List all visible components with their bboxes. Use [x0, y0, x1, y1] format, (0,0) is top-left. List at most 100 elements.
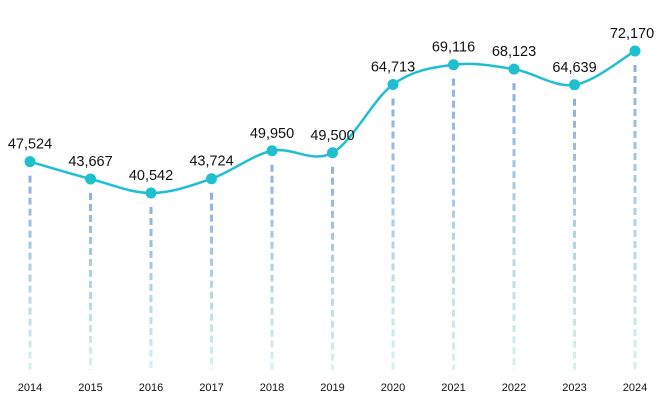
drop-line	[573, 98, 576, 370]
x-tick-label: 2024	[623, 382, 647, 394]
dash-gap	[209, 331, 214, 336]
dash-gap	[330, 316, 335, 321]
dash-gap	[330, 360, 335, 365]
dash-gap	[633, 138, 637, 142]
dash-gap	[451, 96, 456, 101]
dash-gap	[330, 294, 335, 299]
dash-gap	[633, 171, 637, 175]
dash-gap	[391, 325, 395, 330]
dash-gap	[572, 171, 577, 176]
dash-gap	[209, 210, 214, 215]
dash-gap	[28, 281, 32, 286]
dash-gap	[209, 353, 214, 358]
dash-gap	[572, 303, 577, 308]
dash-gap	[88, 254, 93, 259]
dash-gap	[28, 358, 32, 363]
dash-gap	[270, 204, 274, 209]
dash-gap	[391, 281, 395, 286]
data-point	[206, 173, 217, 185]
dash-gap	[391, 215, 395, 220]
data-point	[508, 63, 520, 75]
dash-gap	[633, 182, 637, 186]
dash-gap	[209, 221, 214, 226]
dash-gap	[88, 331, 93, 336]
dash-gap	[88, 276, 93, 281]
dash-gap	[28, 248, 32, 253]
dash-gap	[572, 149, 577, 154]
x-tick-label: 2023	[562, 382, 586, 394]
x-tick-label: 2019	[320, 382, 344, 394]
dash-gap	[330, 184, 335, 189]
dash-gap	[633, 281, 637, 285]
x-tick-label: 2015	[78, 382, 102, 394]
dash-gap	[391, 160, 395, 165]
dash-gap	[512, 365, 516, 370]
dash-gap	[88, 243, 93, 248]
dash-gap	[572, 270, 577, 275]
dash-gap	[451, 140, 456, 145]
dash-gap	[512, 189, 516, 194]
dash-gap	[209, 287, 214, 292]
dash-gap	[572, 314, 577, 319]
dash-gap	[451, 151, 456, 156]
dash-gap	[512, 123, 516, 128]
drop-line	[331, 166, 334, 370]
dash-gap	[512, 288, 516, 293]
dash-gap	[572, 127, 577, 132]
dash-gap	[391, 171, 395, 176]
dash-gap	[512, 277, 516, 282]
dash-gap	[451, 360, 456, 365]
dash-gap	[209, 276, 214, 281]
dash-gap	[270, 336, 274, 341]
dash-gap	[451, 305, 456, 310]
dash-gap	[633, 292, 637, 296]
data-label: 64,639	[552, 60, 596, 76]
drop-line	[452, 78, 455, 371]
dash-gap	[451, 228, 456, 233]
dash-gap	[270, 281, 274, 286]
dash-gap	[512, 244, 516, 249]
dash-gap	[512, 211, 516, 216]
dash-gap	[391, 237, 395, 242]
dash-gap	[391, 204, 395, 209]
dash-gap	[330, 239, 335, 244]
dash-gap	[451, 338, 456, 343]
data-label: 49,950	[250, 126, 294, 142]
dash-gap	[512, 332, 516, 337]
dash-gap	[512, 354, 516, 359]
dash-gap	[209, 364, 214, 369]
dash-gap	[572, 160, 577, 165]
dash-gap	[633, 270, 637, 274]
dash-gap	[451, 129, 456, 134]
dash-gap	[451, 294, 456, 299]
dash-gap	[270, 347, 274, 352]
dash-gap	[633, 369, 637, 373]
drop-line	[270, 164, 274, 370]
dash-gap	[88, 221, 93, 226]
dash-gap	[633, 149, 637, 153]
dash-gap	[149, 247, 153, 251]
dash-gap	[512, 167, 516, 172]
data-point	[387, 78, 399, 90]
data-point	[24, 156, 36, 168]
dash-gap	[633, 237, 637, 241]
dash-gap	[512, 101, 516, 106]
data-label: 43,724	[189, 154, 233, 170]
x-tick-label: 2018	[260, 382, 284, 394]
dash-gap	[330, 338, 335, 343]
dash-gap	[512, 90, 516, 95]
dash-gap	[633, 83, 637, 87]
dash-gap	[28, 270, 32, 275]
dash-gap	[391, 105, 395, 110]
dash-gap	[633, 204, 637, 208]
dash-gap	[391, 149, 395, 154]
dash-gap	[572, 226, 577, 231]
dash-gap	[572, 259, 577, 264]
dash-gap	[270, 292, 274, 297]
dash-gap	[149, 280, 153, 284]
dash-gap	[270, 171, 274, 176]
dash-gap	[209, 309, 214, 314]
dash-gap	[572, 248, 577, 253]
dash-gap	[28, 193, 32, 198]
dash-gap	[149, 302, 153, 306]
